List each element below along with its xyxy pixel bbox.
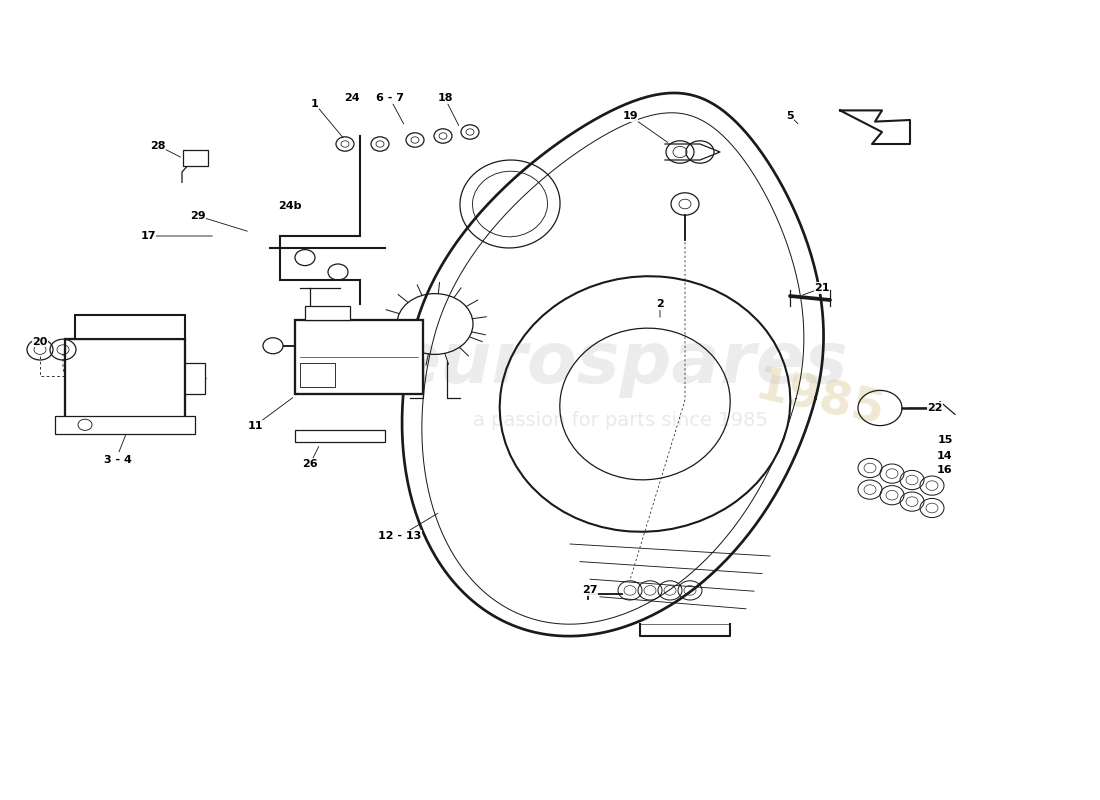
Text: 3 - 4: 3 - 4 (104, 455, 132, 465)
Bar (183, 150, 208, 166)
Bar (55, 416, 195, 434)
Bar (185, 363, 205, 394)
Text: 2: 2 (656, 299, 664, 309)
Text: 14: 14 (937, 451, 953, 461)
Circle shape (263, 338, 283, 354)
Bar (295, 430, 385, 442)
Text: 26: 26 (302, 459, 318, 469)
Bar (65, 339, 185, 418)
Text: eurospares: eurospares (392, 330, 848, 398)
Text: 16: 16 (937, 466, 953, 475)
Polygon shape (840, 110, 910, 144)
Text: 18: 18 (438, 94, 453, 103)
Text: a passion for parts since 1985: a passion for parts since 1985 (473, 410, 768, 430)
Bar (305, 306, 350, 320)
Text: 15: 15 (937, 435, 953, 445)
Text: 21: 21 (814, 283, 829, 293)
Text: 24b: 24b (278, 202, 301, 211)
Text: 5: 5 (786, 111, 794, 121)
Text: 1985: 1985 (751, 364, 889, 436)
Text: 17: 17 (141, 231, 156, 241)
Bar (295, 320, 424, 394)
Text: 20: 20 (32, 337, 47, 346)
Text: 19: 19 (623, 111, 638, 121)
Bar (300, 363, 336, 387)
Bar (75, 315, 185, 339)
Text: 29: 29 (190, 211, 206, 221)
Text: 11: 11 (248, 421, 263, 430)
Text: 24: 24 (344, 94, 360, 103)
Text: 28: 28 (151, 141, 166, 150)
Text: 22: 22 (927, 403, 943, 413)
Text: 1: 1 (311, 99, 319, 109)
Text: 27: 27 (582, 586, 597, 595)
Text: 12 - 13: 12 - 13 (378, 531, 421, 541)
Text: 6 - 7: 6 - 7 (376, 94, 404, 103)
